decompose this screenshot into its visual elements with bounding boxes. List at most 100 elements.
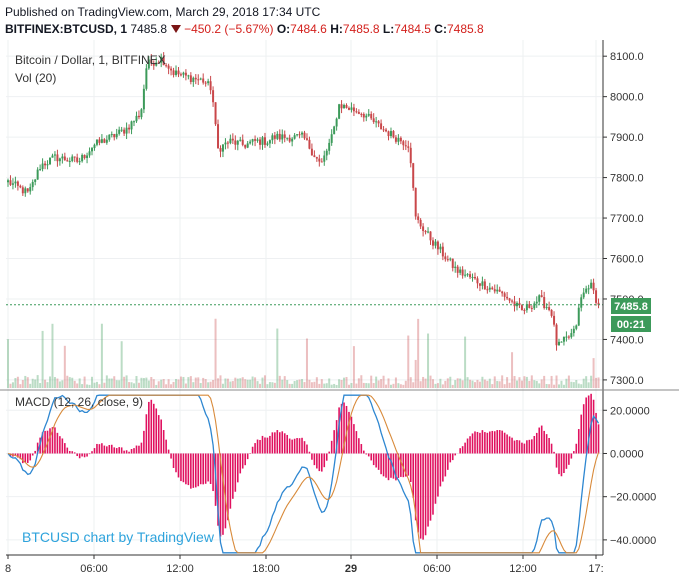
volume-bar — [466, 377, 469, 388]
macd-histogram-bar — [387, 453, 390, 481]
macd-histogram-bar — [261, 435, 264, 454]
macd-histogram-bar — [447, 453, 449, 470]
macd-histogram-bar — [125, 450, 128, 454]
candle-body — [434, 241, 437, 246]
candle-body — [73, 156, 76, 158]
volume-bar — [308, 379, 311, 388]
volume-bar — [476, 379, 479, 388]
volume-bar — [24, 375, 27, 388]
volume-bar — [291, 383, 294, 388]
volume-bar — [434, 383, 437, 388]
volume-bar — [150, 377, 153, 388]
volume-bar — [582, 378, 585, 388]
volume-bar — [177, 379, 180, 388]
macd-histogram-bar — [503, 432, 506, 454]
candle-body — [26, 188, 29, 192]
candle-body — [545, 307, 548, 309]
macd-histogram-bar — [506, 434, 508, 454]
price-tick-label: 8000.0 — [610, 92, 644, 104]
candle-body — [175, 70, 178, 75]
volume-bar — [276, 328, 279, 388]
candle-body — [14, 181, 17, 184]
macd-tick-label: 0.0000 — [610, 448, 644, 460]
candle-body — [261, 137, 264, 145]
volume-bar — [221, 383, 224, 388]
macd-histogram-bar — [194, 453, 197, 488]
candle-body — [575, 325, 578, 329]
macd-histogram-bar — [155, 408, 158, 454]
volume-bar — [520, 380, 523, 388]
price-candles[interactable] — [6, 52, 603, 351]
volume-bar — [91, 376, 94, 388]
macd-histogram-bar — [172, 453, 175, 468]
macd-histogram-bar — [459, 448, 461, 454]
macd-histogram-bar — [575, 443, 578, 454]
macd-histogram-bar — [64, 443, 66, 454]
macd-histogram-bar — [358, 438, 360, 454]
volume-bar — [226, 378, 229, 388]
volume-bar — [550, 375, 553, 388]
volume-bar — [229, 381, 232, 388]
candle-body — [560, 341, 563, 343]
macd-histogram-bar — [338, 407, 340, 454]
macd-histogram-bar — [224, 453, 227, 529]
volume-bar — [488, 378, 491, 388]
volume-bar — [51, 323, 54, 388]
volume-bar — [385, 384, 388, 388]
candle-body — [56, 154, 59, 162]
macd-histogram-bar — [78, 453, 81, 459]
volume-bar — [16, 376, 19, 388]
volume-bar — [283, 376, 286, 388]
macd-histogram-bar — [466, 438, 469, 454]
main-title: Bitcoin / Dollar, 1, BITFINEX — [15, 53, 166, 67]
macd-histogram-bar — [234, 453, 237, 492]
candle-body — [133, 121, 136, 123]
time-tick-label: 12:00 — [509, 563, 537, 575]
volume-bar — [320, 379, 323, 388]
published-line: Published on TradingView.com, March 29, … — [5, 5, 320, 19]
macd-histogram-bar — [120, 447, 123, 454]
volume-bar — [236, 378, 239, 388]
candle-body — [236, 140, 239, 145]
candle-body — [402, 141, 405, 146]
volume-bar — [19, 384, 22, 388]
volume-bar — [160, 379, 163, 388]
volume-bar — [83, 376, 86, 388]
candle-body — [51, 155, 54, 158]
macd-histogram-bar — [22, 453, 24, 464]
macd-histogram-bar — [573, 451, 575, 454]
volume-bar — [76, 383, 79, 388]
candle-body — [476, 278, 479, 284]
volume-bar — [441, 384, 444, 388]
macd-histogram-bar — [152, 403, 155, 454]
candle-body — [246, 143, 249, 148]
volume-bar — [293, 381, 296, 388]
macd-histogram-bar — [135, 445, 138, 454]
volume-bar — [263, 375, 266, 388]
candle-body — [409, 147, 412, 164]
macd-histogram-bar — [516, 440, 518, 454]
candle-body — [538, 295, 541, 302]
candle-body — [291, 138, 294, 142]
macd-histogram-bar — [471, 433, 474, 454]
candle-body — [404, 145, 407, 147]
volume-bar — [528, 380, 531, 388]
candle-body — [481, 281, 484, 286]
candle-body — [590, 282, 593, 289]
candle-body — [508, 298, 511, 301]
macd-histogram-bar — [239, 453, 242, 474]
volume-bar — [133, 383, 136, 388]
macd-histogram-bar — [96, 443, 98, 454]
candle-body — [335, 118, 338, 127]
candle-body — [217, 124, 220, 149]
candle-body — [34, 179, 37, 182]
candle-body — [137, 115, 140, 118]
macd-histogram-bar — [414, 453, 417, 521]
volume-bar — [103, 382, 106, 388]
macd-histogram-bar — [350, 416, 353, 454]
volume-bar — [553, 384, 556, 388]
volume-bar — [86, 384, 89, 388]
volume-bar — [343, 377, 346, 388]
macd-histogram-bar — [192, 453, 195, 488]
